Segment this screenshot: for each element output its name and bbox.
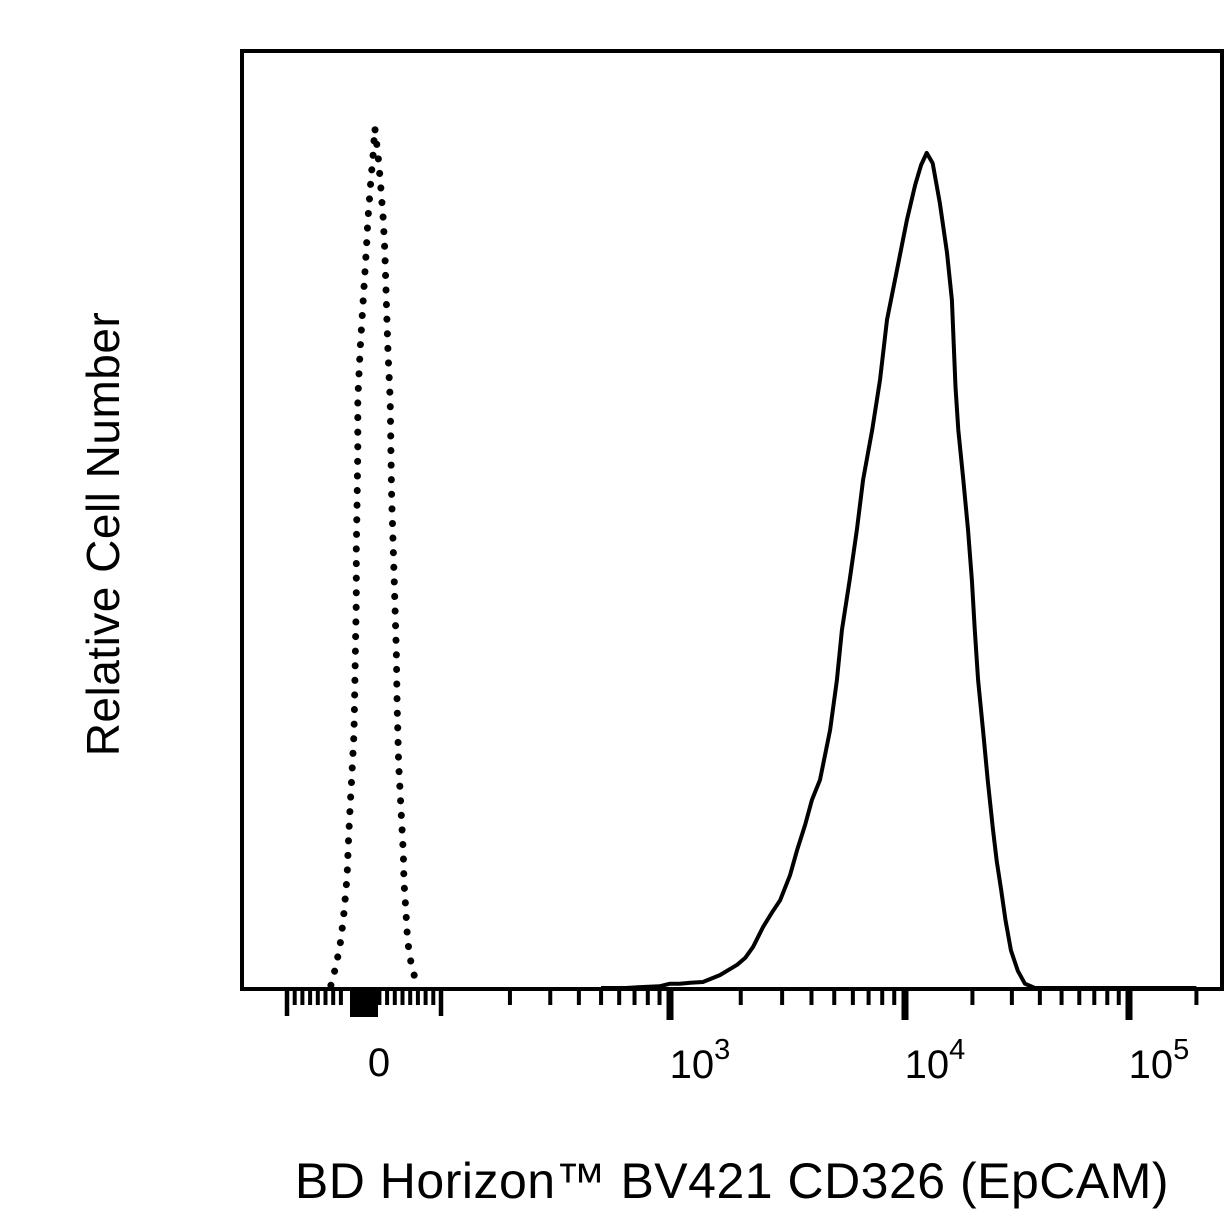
x-axis-label: BD Horizon™ BV421 CD326 (EpCAM) <box>294 1153 1170 1209</box>
plot-border <box>240 49 1224 991</box>
dotted-series-curve <box>327 124 421 989</box>
x-axis-tick-label: 105 <box>1129 1034 1190 1087</box>
x-axis-tick-label: 103 <box>670 1034 731 1087</box>
x-axis-zero-tick <box>350 990 378 1017</box>
x-axis-tick-label: 104 <box>905 1034 966 1087</box>
solid-series-curve <box>601 150 1197 990</box>
x-axis-tick-label: 0 <box>368 1041 390 1085</box>
